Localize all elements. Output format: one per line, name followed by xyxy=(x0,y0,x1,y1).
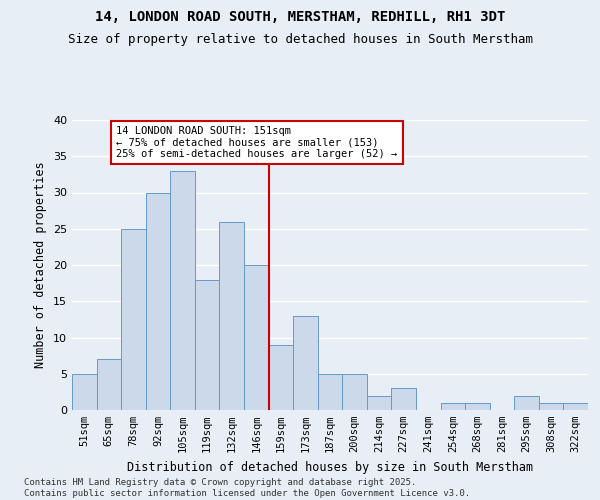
Bar xyxy=(293,316,318,410)
Bar xyxy=(465,403,490,410)
Bar xyxy=(146,192,170,410)
Bar xyxy=(391,388,416,410)
Bar xyxy=(72,374,97,410)
Y-axis label: Number of detached properties: Number of detached properties xyxy=(34,162,47,368)
Bar xyxy=(97,359,121,410)
Bar xyxy=(318,374,342,410)
Bar xyxy=(440,403,465,410)
Bar xyxy=(563,403,588,410)
Text: Size of property relative to detached houses in South Merstham: Size of property relative to detached ho… xyxy=(67,32,533,46)
Bar xyxy=(269,345,293,410)
Bar xyxy=(121,229,146,410)
Bar xyxy=(170,171,195,410)
Text: 14 LONDON ROAD SOUTH: 151sqm
← 75% of detached houses are smaller (153)
25% of s: 14 LONDON ROAD SOUTH: 151sqm ← 75% of de… xyxy=(116,126,397,159)
Bar xyxy=(342,374,367,410)
Text: 14, LONDON ROAD SOUTH, MERSTHAM, REDHILL, RH1 3DT: 14, LONDON ROAD SOUTH, MERSTHAM, REDHILL… xyxy=(95,10,505,24)
Bar xyxy=(220,222,244,410)
Bar xyxy=(539,403,563,410)
Bar xyxy=(195,280,220,410)
Text: Contains HM Land Registry data © Crown copyright and database right 2025.
Contai: Contains HM Land Registry data © Crown c… xyxy=(24,478,470,498)
Bar xyxy=(514,396,539,410)
Bar xyxy=(367,396,391,410)
X-axis label: Distribution of detached houses by size in South Merstham: Distribution of detached houses by size … xyxy=(127,460,533,473)
Bar xyxy=(244,265,269,410)
